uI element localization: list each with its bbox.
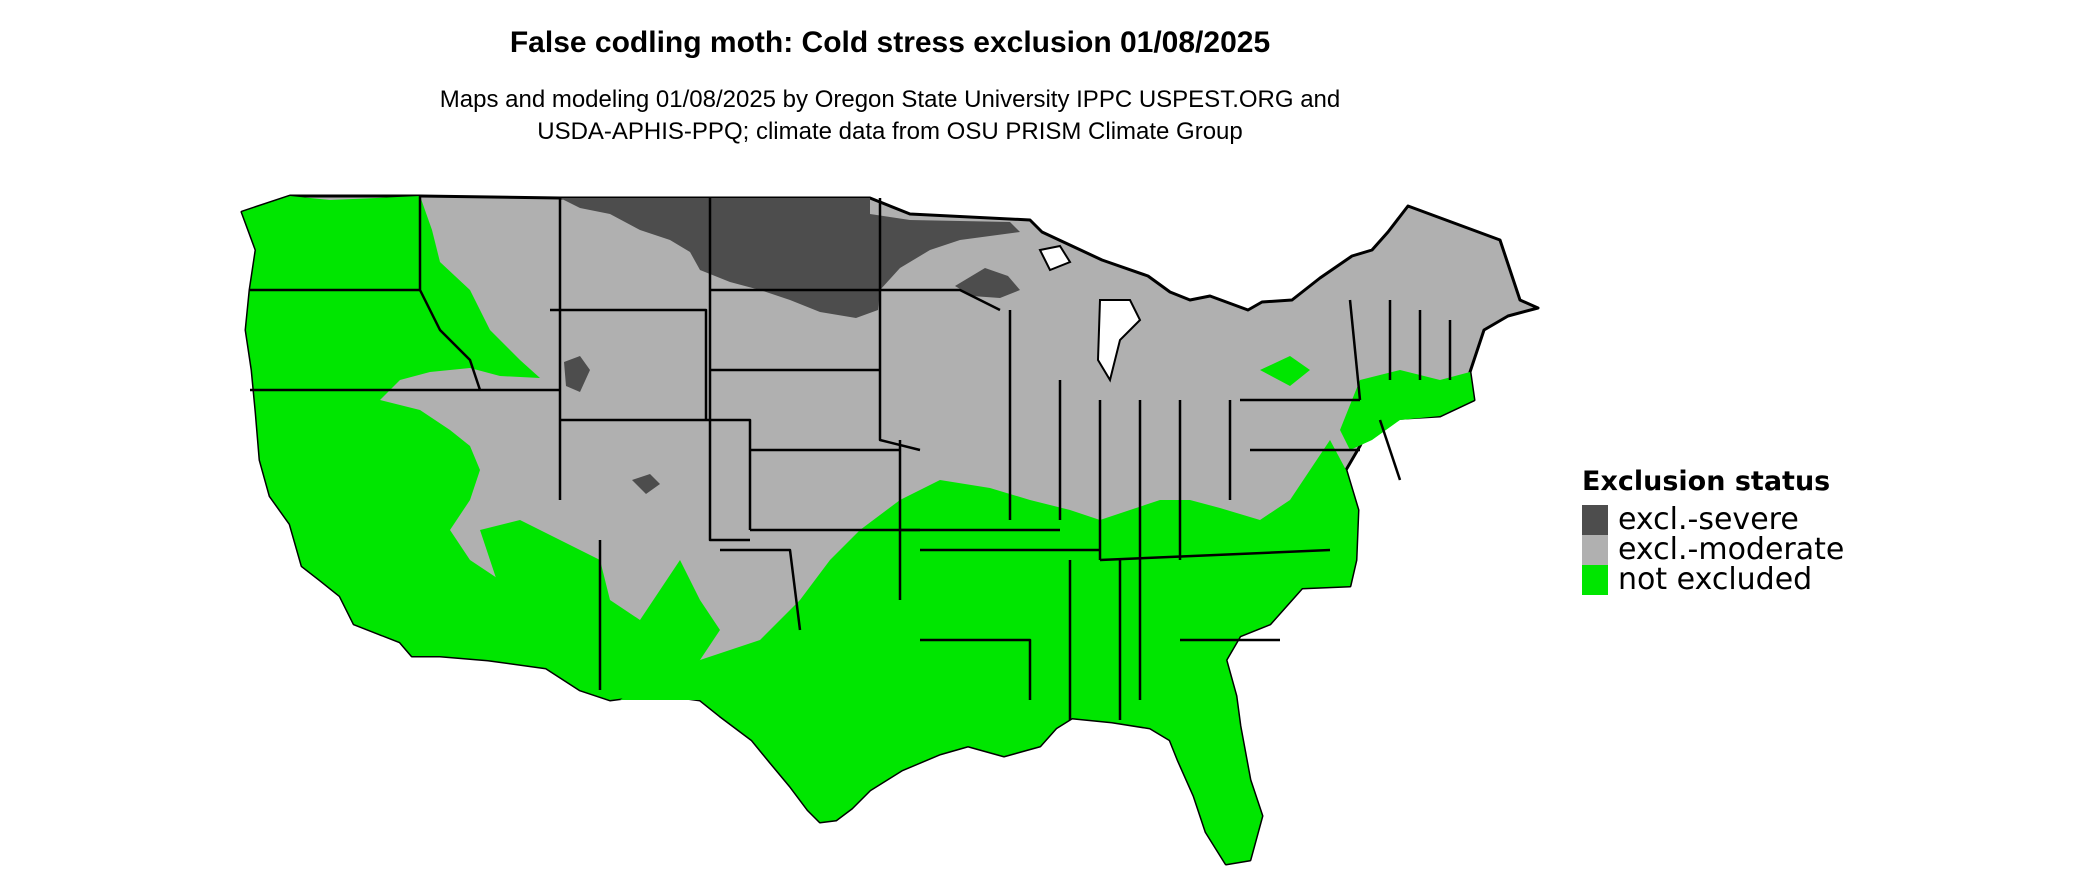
legend-label-severe: excl.-severe [1618,502,1799,537]
severe-region-north-plains [560,198,1020,318]
green-region-great-lakes [1260,356,1310,386]
legend-item-not-excluded: not excluded [1582,565,1844,595]
legend: Exclusion status excl.-severe excl.-mode… [1582,466,1844,595]
subtitle-line-2: USDA-APHIS-PPQ; climate data from OSU PR… [537,118,1243,145]
green-region-south-east [620,440,1358,864]
severe-region-wisconsin [955,268,1020,298]
severe-patch-colorado [632,474,660,494]
legend-title: Exclusion status [1582,466,1831,497]
legend-swatch-not-excluded [1582,565,1608,595]
legend-item-severe: excl.-severe [1582,505,1844,535]
green-region-new-england [1340,370,1474,450]
great-lakes [1038,244,1142,383]
legend-item-moderate: excl.-moderate [1582,535,1844,565]
map-title: False codling moth: Cold stress exclusio… [509,26,1271,59]
green-region-pacific-coast [242,196,546,668]
legend-swatch-moderate [1582,535,1608,565]
legend-label-not-excluded: not excluded [1618,562,1813,597]
legend-swatch-severe [1582,505,1608,535]
legend-label-moderate: excl.-moderate [1618,532,1845,567]
state-borders [250,196,1452,720]
subtitle-line-1: Maps and modeling 01/08/2025 by Oregon S… [439,86,1341,113]
us-exclusion-map [240,194,1540,866]
severe-patch-wyoming [564,356,590,392]
map-subtitle: Maps and modeling 01/08/2025 by Oregon S… [0,84,1780,148]
